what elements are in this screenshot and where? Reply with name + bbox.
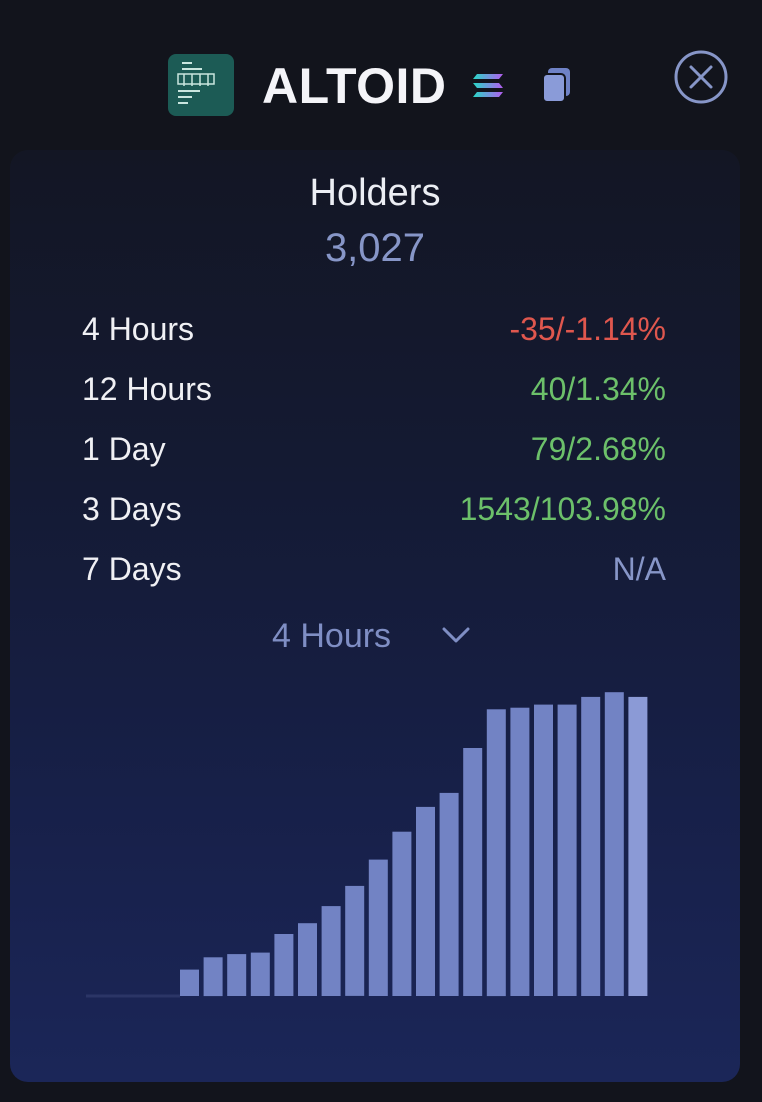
chart-bar bbox=[534, 704, 553, 996]
chart-bar bbox=[439, 792, 459, 996]
holders-bar-chart bbox=[86, 692, 648, 998]
stat-row-12-hours: 12 Hours 40/1.34% bbox=[82, 365, 666, 425]
stat-label: 1 Day bbox=[82, 431, 166, 467]
copy-icon[interactable] bbox=[540, 66, 574, 104]
stat-label: 4 Hours bbox=[82, 311, 195, 347]
stat-value: -35/-1.14% bbox=[509, 311, 666, 347]
close-icon[interactable] bbox=[672, 48, 730, 106]
stat-row-3-days: 3 Days 1543/103.98% bbox=[82, 485, 666, 545]
stat-value: 40/1.34% bbox=[530, 371, 666, 407]
chevron-down-icon bbox=[442, 627, 470, 643]
chart-bar bbox=[628, 696, 648, 996]
chart-bar bbox=[227, 954, 247, 996]
chart-bar bbox=[510, 707, 530, 996]
stat-value: 79/2.68% bbox=[530, 431, 666, 467]
holder-change-stats: 4 Hours -35/-1.14% 12 Hours 40/1.34% 1 D… bbox=[82, 305, 666, 605]
chart-bar bbox=[180, 969, 199, 996]
chart-bar bbox=[392, 831, 412, 996]
stat-value: N/A bbox=[612, 551, 666, 587]
stat-row-1-day: 1 Day 79/2.68% bbox=[82, 425, 666, 485]
chart-bar bbox=[463, 748, 483, 996]
chart-bar bbox=[250, 952, 270, 996]
chart-bar bbox=[345, 885, 365, 996]
chart-bar bbox=[298, 923, 317, 996]
token-name: ALTOID bbox=[262, 58, 447, 114]
chart-bar bbox=[557, 704, 577, 996]
solana-icon bbox=[473, 74, 503, 97]
stat-label: 3 Days bbox=[82, 491, 182, 527]
period-dropdown[interactable]: 4 Hours bbox=[272, 612, 482, 660]
stat-value: 1543/103.98% bbox=[459, 491, 666, 527]
chart-bar bbox=[321, 906, 341, 996]
chart-bar bbox=[416, 806, 435, 996]
stat-label: 7 Days bbox=[82, 551, 182, 587]
stat-row-7-days: 7 Days N/A bbox=[82, 545, 666, 605]
token-logo-icon bbox=[177, 62, 215, 104]
chart-bar bbox=[274, 934, 294, 996]
chart-bar bbox=[486, 709, 506, 997]
token-logo bbox=[168, 54, 234, 116]
period-selected-label: 4 Hours bbox=[272, 617, 392, 655]
chart-bar bbox=[581, 696, 601, 996]
header: ALTOID bbox=[0, 0, 762, 160]
holders-label: Holders bbox=[309, 172, 441, 214]
stat-row-4-hours: 4 Hours -35/-1.14% bbox=[82, 305, 666, 365]
stat-label: 12 Hours bbox=[82, 371, 212, 407]
holders-count: 3,027 bbox=[324, 226, 426, 270]
chart-bar bbox=[368, 859, 388, 996]
chart-bar bbox=[203, 957, 223, 997]
chart-bar bbox=[604, 692, 624, 996]
holders-panel: Holders 3,027 4 Hours -35/-1.14% 12 Hour… bbox=[10, 150, 740, 1082]
